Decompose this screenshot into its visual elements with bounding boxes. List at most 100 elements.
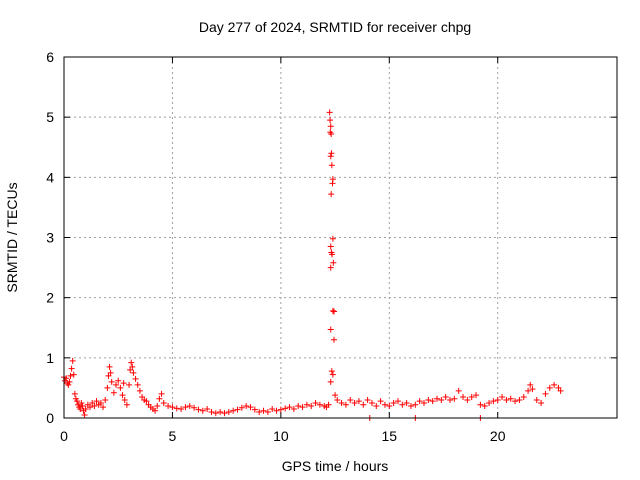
- data-point: [97, 399, 104, 406]
- data-point: [78, 399, 85, 406]
- x-axis-title: GPS time / hours: [282, 458, 389, 474]
- data-point: [81, 411, 88, 418]
- data-point: [67, 372, 74, 379]
- data-point: [121, 396, 128, 403]
- data-point: [295, 402, 302, 409]
- data-point: [165, 402, 172, 409]
- data-point: [330, 336, 337, 343]
- data-point: [230, 407, 237, 414]
- data-point: [191, 404, 198, 411]
- grid-lines: [64, 57, 617, 418]
- data-point: [464, 396, 471, 403]
- x-tick-label: 20: [490, 428, 506, 444]
- data-point: [269, 405, 276, 412]
- data-point: [89, 399, 96, 406]
- data-point: [355, 398, 362, 405]
- data-point: [221, 410, 228, 417]
- data-point: [178, 405, 185, 412]
- data-point: [546, 384, 553, 391]
- y-tick-label: 0: [46, 410, 54, 426]
- data-point: [407, 402, 414, 409]
- data-point: [538, 399, 545, 406]
- data-point: [520, 393, 527, 400]
- data-point: [154, 402, 161, 409]
- data-point: [533, 396, 540, 403]
- data-point: [208, 408, 215, 415]
- data-point: [330, 308, 337, 315]
- data-point: [329, 251, 336, 258]
- data-point: [102, 396, 109, 403]
- data-point: [416, 398, 423, 405]
- data-point: [399, 401, 406, 408]
- data-point: [512, 398, 519, 405]
- data-point: [217, 408, 224, 415]
- data-point: [490, 398, 497, 405]
- data-point: [425, 396, 432, 403]
- data-point: [260, 407, 267, 414]
- data-point: [351, 399, 358, 406]
- data-point: [326, 109, 333, 116]
- data-point: [136, 387, 143, 394]
- data-point: [327, 243, 334, 250]
- data-point: [264, 408, 271, 415]
- data-point: [327, 378, 334, 385]
- data-point: [119, 392, 126, 399]
- data-point: [460, 393, 467, 400]
- data-point: [328, 150, 335, 157]
- data-point: [74, 398, 81, 405]
- y-tick-label: 5: [46, 109, 54, 125]
- data-point: [212, 410, 219, 417]
- data-point: [108, 378, 115, 385]
- data-point: [106, 363, 113, 370]
- data-point: [412, 401, 419, 408]
- plot-frame: [63, 56, 618, 419]
- data-point: [494, 396, 501, 403]
- data-point: [79, 402, 86, 409]
- data-point: [327, 123, 334, 130]
- data-point: [347, 396, 354, 403]
- data-point: [282, 405, 289, 412]
- x-tick-label: 5: [169, 428, 177, 444]
- data-point: [328, 131, 335, 138]
- data-point: [473, 392, 480, 399]
- data-point: [65, 381, 72, 388]
- data-point: [516, 396, 523, 403]
- data-points: [61, 109, 564, 421]
- data-point: [160, 399, 167, 406]
- data-point: [251, 406, 258, 413]
- x-tick-label: 15: [382, 428, 398, 444]
- data-point: [156, 395, 163, 402]
- data-point: [139, 393, 146, 400]
- y-tick-label: 2: [46, 290, 54, 306]
- data-point: [87, 404, 94, 411]
- data-point: [82, 405, 89, 412]
- data-point: [173, 405, 180, 412]
- data-point: [225, 408, 232, 415]
- data-point: [373, 402, 380, 409]
- data-point: [195, 406, 202, 413]
- data-point: [381, 401, 388, 408]
- data-point: [238, 404, 245, 411]
- data-point: [128, 359, 135, 366]
- data-point: [204, 405, 211, 412]
- data-point: [325, 401, 332, 408]
- data-point: [70, 371, 77, 378]
- data-point: [312, 399, 319, 406]
- data-point: [328, 162, 335, 169]
- data-point: [377, 398, 384, 405]
- data-point: [303, 401, 310, 408]
- data-point: [100, 404, 107, 411]
- data-point: [77, 405, 84, 412]
- data-point: [69, 357, 76, 364]
- data-point: [438, 396, 445, 403]
- data-point: [542, 390, 549, 397]
- data-point: [364, 396, 371, 403]
- data-point: [130, 369, 137, 376]
- data-point: [499, 393, 506, 400]
- x-tick-label: 10: [273, 428, 289, 444]
- data-point: [342, 401, 349, 408]
- data-point: [429, 398, 436, 405]
- data-point: [66, 378, 73, 385]
- data-point: [447, 396, 454, 403]
